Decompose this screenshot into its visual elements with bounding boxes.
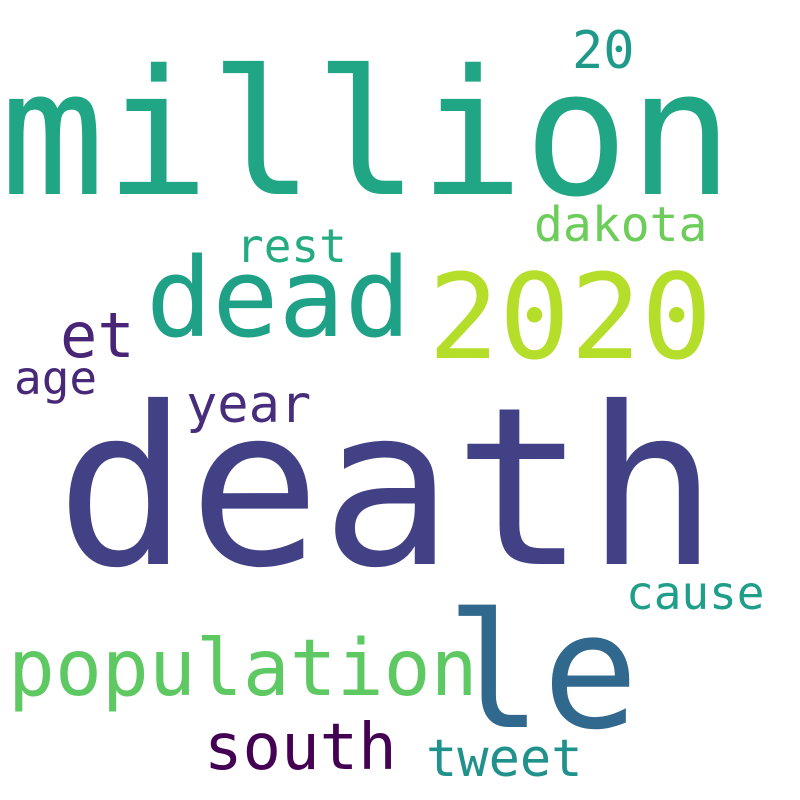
word-le: le <box>446 578 639 765</box>
word-million: million <box>0 33 734 236</box>
word-2020: 2020 <box>428 248 713 386</box>
word-rest: rest <box>236 219 347 273</box>
word-et: et <box>60 299 135 372</box>
word-population: population <box>8 624 478 714</box>
word-year: year <box>186 375 312 435</box>
word-south: south <box>204 711 397 785</box>
word-dakota: dakota <box>534 197 708 253</box>
word-dead: dead <box>146 234 411 362</box>
word-age: age <box>14 351 98 405</box>
word-death: death <box>56 360 719 616</box>
word-tweet: tweet <box>426 729 583 789</box>
word-cause: cause <box>626 566 765 620</box>
word-20: 20 <box>572 21 635 81</box>
